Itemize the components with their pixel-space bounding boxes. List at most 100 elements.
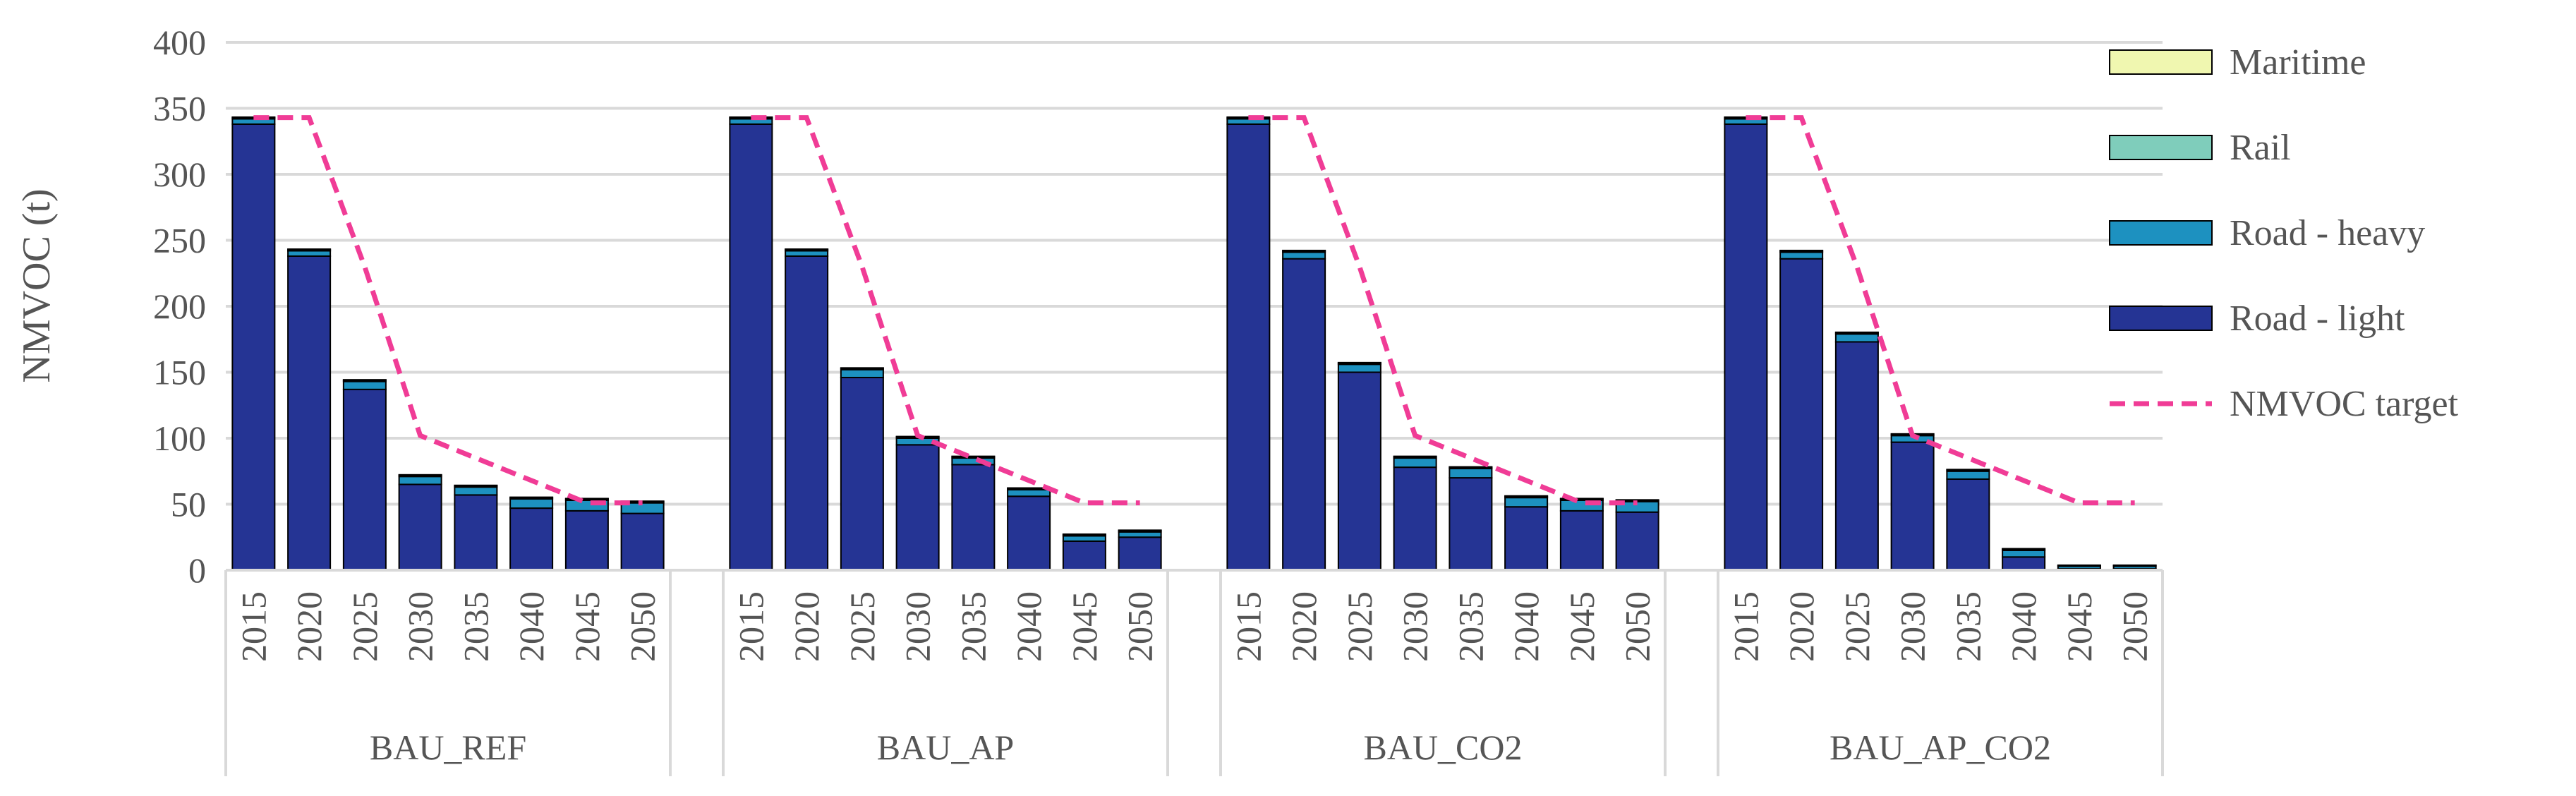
bar-bau-ref-2050-road-light xyxy=(620,512,665,572)
bar-bau-ap-2050-maritime xyxy=(1118,529,1162,531)
legend-label-maritime: Maritime xyxy=(2230,42,2366,83)
bar-bau-co2-2045-road-light xyxy=(1559,509,1604,571)
bar-bau-ref-2030-maritime xyxy=(398,474,442,476)
bar-bau-ref-2020-road-light xyxy=(287,255,332,571)
bar-bau-ref-2045-road-light xyxy=(564,509,609,571)
y-tick-label-350: 350 xyxy=(153,89,206,128)
bar-bau-co2-2050-road-light xyxy=(1615,511,1659,571)
x-tick-label-bau-ap-co2-2050: 2050 xyxy=(2115,591,2155,662)
x-tick-label-bau-co2-2025: 2025 xyxy=(1340,591,1379,662)
y-tick-label-0: 0 xyxy=(188,550,206,590)
bar-bau-ref-2035-road-light xyxy=(454,494,498,571)
bar-bau-co2-2020-road-light xyxy=(1282,258,1326,571)
bar-bau-co2-2020-road-heavy xyxy=(1282,251,1326,260)
bar-bau-ap-2025-road-light xyxy=(840,376,884,571)
bar-bau-ref-2020-road-heavy xyxy=(287,250,332,257)
x-tick-label-bau-co2-2050: 2050 xyxy=(1618,591,1657,662)
bar-bau-ap-2050-road-light xyxy=(1118,536,1162,571)
bar-bau-ap-co2-2040-road-light xyxy=(2002,556,2046,571)
bar-bau-co2-2025-road-light xyxy=(1337,371,1381,571)
bars xyxy=(231,116,2157,572)
bar-bau-co2-2035-road-heavy xyxy=(1449,468,1493,479)
legend-swatch-road-light xyxy=(2109,306,2213,331)
x-tick-label-bau-co2-2015: 2015 xyxy=(1228,591,1268,662)
bar-bau-ref-2035-road-heavy xyxy=(454,486,498,496)
x-tick-label-bau-ap-2030: 2030 xyxy=(898,591,938,662)
bar-bau-co2-2040-maritime xyxy=(1504,495,1549,498)
bar-bau-ref-2015-road-light xyxy=(231,123,276,571)
bar-bau-ap-2045-maritime xyxy=(1062,533,1106,536)
x-tick-label-bau-ap-co2-2045: 2045 xyxy=(2060,591,2099,662)
x-tick-label-bau-ref-2035: 2035 xyxy=(456,591,495,662)
x-tick-label-bau-ap-2040: 2040 xyxy=(1009,591,1048,662)
x-axis: 2015 2020 2025 2030 2035 2040 2045 2050 BAU_REF 2… xyxy=(224,569,2164,776)
bar-bau-ap-2040-road-light xyxy=(1007,495,1051,572)
y-tick-label-50: 50 xyxy=(171,485,206,524)
bar-bau-ap-2050-road-heavy xyxy=(1118,531,1162,538)
bar-bau-ap-co2-2025-maritime xyxy=(1834,331,1879,334)
x-tick-label-bau-ref-2025: 2025 xyxy=(345,591,385,662)
bar-bau-ap-co2-2035-road-light xyxy=(1946,478,1990,571)
bar-bau-ap-2020-road-heavy xyxy=(785,250,829,257)
x-tick-label-bau-ap-2020: 2020 xyxy=(787,591,826,662)
bar-bau-ap-co2-2025-road-heavy xyxy=(1834,333,1879,343)
x-tick-label-bau-ref-2045: 2045 xyxy=(567,591,607,662)
legend-swatch-rail xyxy=(2109,135,2213,160)
bar-bau-ref-2025-road-heavy xyxy=(342,380,387,390)
x-tick-label-bau-ap-co2-2015: 2015 xyxy=(1726,591,1765,662)
bar-bau-co2-2015-road-light xyxy=(1226,123,1271,571)
target-line-bau-ap xyxy=(751,115,1140,506)
group-label-bau-ap-co2: BAU_AP_CO2 xyxy=(1830,728,2051,767)
x-tick-label-bau-co2-2040: 2040 xyxy=(1506,591,1546,662)
bar-bau-ap-2035-road-light xyxy=(951,464,996,572)
legend-label-road-light: Road - light xyxy=(2230,298,2405,339)
x-tick-label-bau-ref-2050: 2050 xyxy=(623,591,663,662)
x-tick-label-bau-ref-2040: 2040 xyxy=(512,591,551,662)
bar-bau-ref-2030-road-light xyxy=(398,483,442,572)
legend-label-road-heavy: Road - heavy xyxy=(2230,213,2425,253)
bar-bau-co2-2040-road-heavy xyxy=(1504,497,1549,508)
bar-bau-ap-2020-road-light xyxy=(785,255,829,571)
bar-bau-ap-2015-road-light xyxy=(729,123,773,571)
target-line-bau-co2 xyxy=(1248,115,1638,506)
y-axis-title: NMVOC (t) xyxy=(15,188,59,382)
bar-bau-ap-co2-2015-road-light xyxy=(1724,123,1768,571)
y-tick-label-200: 200 xyxy=(153,287,206,326)
bar-bau-ap-2025-road-heavy xyxy=(840,368,884,378)
bar-bau-co2-2030-road-heavy xyxy=(1393,457,1437,469)
x-tick-label-bau-ap-2025: 2025 xyxy=(842,591,882,662)
legend-label-rail: Rail xyxy=(2230,128,2291,168)
bar-bau-co2-2040-road-light xyxy=(1504,506,1549,571)
bar-bau-ap-co2-2040-maritime xyxy=(2002,548,2046,550)
y-axis-tick-labels: 0 50 100 150 200 250 300 350 400 xyxy=(153,23,206,590)
x-tick-label-bau-co2-2030: 2030 xyxy=(1396,591,1435,662)
bar-bau-ap-2030-road-light xyxy=(895,444,940,571)
x-tick-label-bau-ap-co2-2030: 2030 xyxy=(1893,591,1933,662)
x-tick-label-bau-ap-2050: 2050 xyxy=(1120,591,1160,662)
x-tick-label-bau-ap-2045: 2045 xyxy=(1065,591,1104,662)
bar-bau-co2-2035-road-light xyxy=(1449,477,1493,571)
bar-bau-ap-co2-2045-maritime xyxy=(2057,564,2101,567)
legend: Maritime Rail Road - heavy Road - light NMVO… xyxy=(2109,42,2459,424)
bar-bau-co2-2045-maritime xyxy=(1559,498,1604,500)
y-tick-label-100: 100 xyxy=(153,418,206,458)
y-tick-label-150: 150 xyxy=(153,353,206,392)
x-tick-label-bau-ap-co2-2025: 2025 xyxy=(1837,591,1877,662)
target-lines xyxy=(253,115,2135,506)
bar-bau-ap-co2-2025-road-light xyxy=(1834,341,1879,571)
x-tick-label-bau-ref-2030: 2030 xyxy=(401,591,440,662)
y-tick-label-300: 300 xyxy=(153,155,206,194)
x-tick-label-bau-ap-2015: 2015 xyxy=(731,591,770,662)
bar-bau-co2-2030-road-light xyxy=(1393,466,1437,572)
bar-bau-ref-2025-road-light xyxy=(342,388,387,571)
x-tick-label-bau-ap-co2-2035: 2035 xyxy=(1948,591,1988,662)
bar-bau-co2-2025-road-heavy xyxy=(1337,363,1381,373)
bar-bau-ap-co2-2020-road-light xyxy=(1779,258,1824,571)
bar-bau-ap-2045-road-light xyxy=(1062,540,1106,571)
bar-bau-ref-2020-maritime xyxy=(287,248,332,251)
legend-swatch-maritime xyxy=(2109,49,2213,75)
group-label-bau-ref: BAU_REF xyxy=(370,728,526,767)
legend-swatch-road-heavy xyxy=(2109,220,2213,246)
